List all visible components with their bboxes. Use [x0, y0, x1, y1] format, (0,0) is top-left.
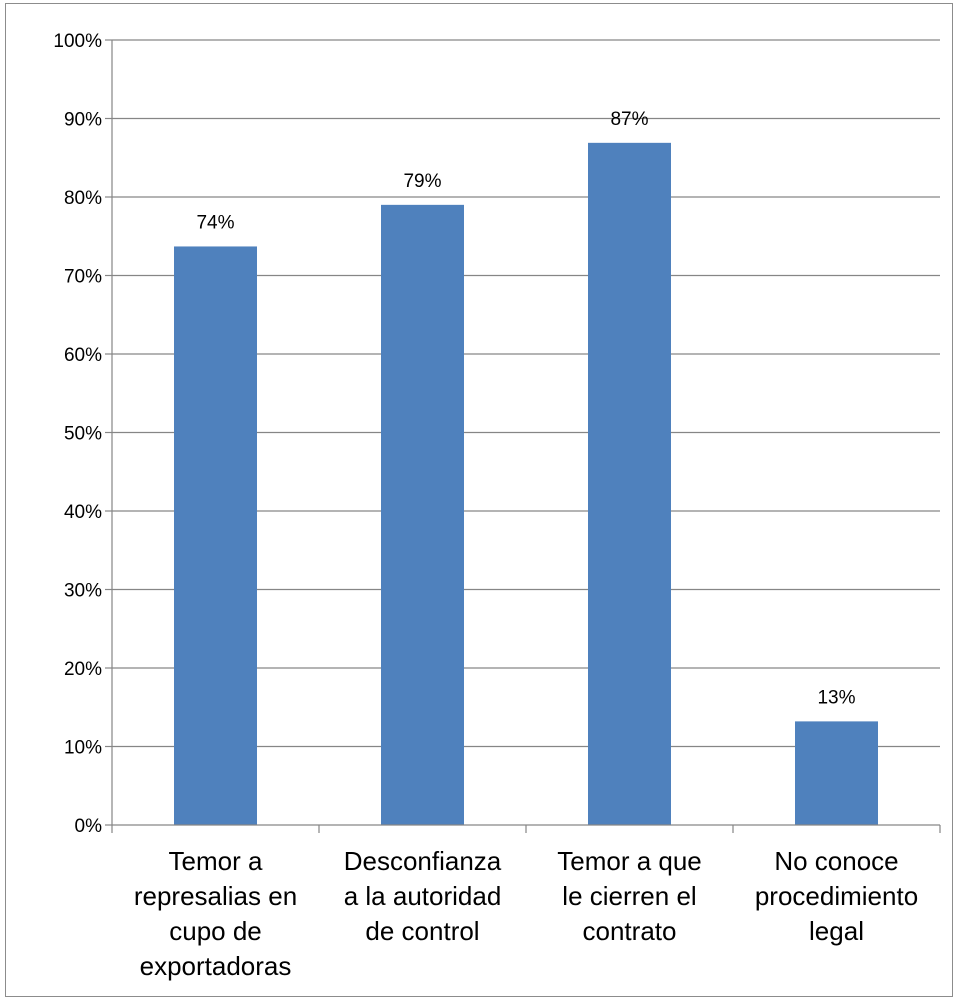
category-label: Temor a que — [557, 846, 702, 876]
y-tick-label: 50% — [64, 424, 102, 445]
category-labels: Temor a represalias en cupo de exportadoras… — [134, 846, 918, 981]
y-tick-label: 10% — [64, 738, 102, 759]
category-label: legal — [809, 916, 864, 946]
category-label: No conoce — [774, 846, 898, 876]
y-tick-label: 0% — [75, 816, 103, 837]
category-label: de control — [365, 916, 479, 946]
category-label: Temor a — [169, 846, 263, 876]
data-label: 87% — [610, 109, 648, 130]
y-tick-label: 80% — [64, 188, 102, 209]
category-label: Desconfianza — [344, 846, 502, 876]
y-tick-label: 60% — [64, 345, 102, 366]
category-label: le cierren el — [562, 881, 696, 911]
chart-frame — [5, 3, 953, 997]
category-label: procedimiento — [755, 881, 918, 911]
bar — [795, 721, 878, 825]
y-tick-label: 30% — [64, 581, 102, 602]
bars — [174, 142, 878, 826]
y-axis-ticks: 0% 10% 20% 30% 40% 50% 60% 70% 80% 90% 100% — [53, 31, 112, 837]
data-labels: 74% 79% 87% 13% — [196, 109, 855, 709]
category-label: contrato — [583, 916, 677, 946]
category-label: represalias en — [134, 881, 297, 911]
category-label: a la autoridad — [344, 881, 502, 911]
y-tick-label: 100% — [53, 31, 102, 52]
data-label: 79% — [403, 171, 441, 192]
category-label: cupo de — [169, 916, 262, 946]
category-label: exportadoras — [140, 951, 292, 981]
bar — [588, 142, 671, 825]
y-tick-label: 20% — [64, 659, 102, 680]
bar — [174, 246, 257, 825]
y-tick-label: 40% — [64, 502, 102, 523]
y-tick-label: 70% — [64, 267, 102, 288]
y-tick-label: 90% — [64, 110, 102, 131]
data-label: 13% — [817, 687, 855, 708]
bar — [381, 204, 464, 826]
data-label: 74% — [196, 212, 234, 233]
